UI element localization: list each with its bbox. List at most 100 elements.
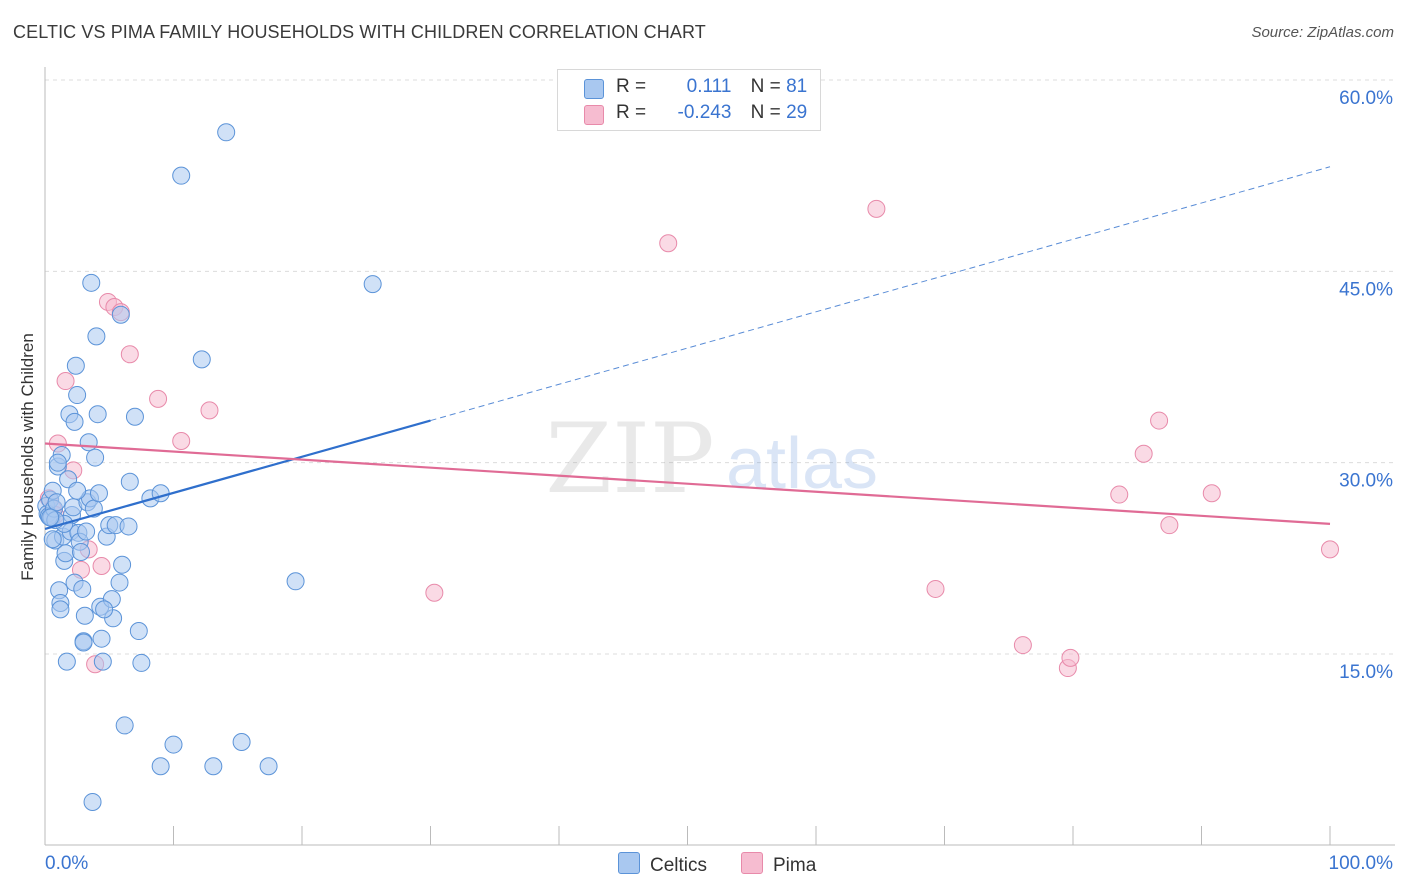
- celtics-point: [120, 472, 139, 491]
- pima-point: [1202, 484, 1221, 503]
- correlation-legend: R = 0.111 N = 81 R = -0.243 N = 29: [557, 69, 821, 131]
- x-tick-label-max: 100.0%: [1329, 853, 1394, 874]
- celtics-point: [129, 622, 148, 641]
- celtics-point: [88, 405, 107, 424]
- celtics-point: [74, 633, 93, 652]
- celtics-point: [75, 606, 94, 625]
- bottom-legend-celtics[interactable]: Celtics: [618, 852, 707, 877]
- celtics-point: [204, 757, 223, 776]
- pima-legend-label: Pima: [773, 855, 817, 876]
- y-tick-label: 15.0%: [1339, 662, 1393, 683]
- celtics-point: [286, 572, 305, 591]
- celtics-point: [192, 350, 211, 369]
- celtics-trend-line: [44, 419, 431, 531]
- celtics-point: [151, 757, 170, 776]
- trend-lines: [44, 166, 1331, 531]
- celtics-series: [37, 123, 382, 811]
- bottom-legend-pima[interactable]: Pima: [741, 852, 816, 877]
- celtics-point: [41, 508, 60, 527]
- celtics-legend-label: Celtics: [650, 855, 708, 876]
- celtics-point: [110, 573, 129, 592]
- pima-point: [1013, 636, 1032, 655]
- celtics-point: [77, 522, 96, 541]
- celtics-point: [363, 275, 382, 294]
- celtics-point: [93, 652, 112, 671]
- celtics-point: [43, 530, 62, 549]
- pima-point: [56, 372, 75, 391]
- pima-point: [425, 583, 444, 602]
- celtics-legend-swatch: [618, 852, 640, 874]
- watermark: ZIP atlas: [545, 403, 878, 515]
- watermark-atlas: atlas: [726, 424, 878, 504]
- celtics-point: [57, 652, 76, 671]
- celtics-point: [87, 327, 106, 346]
- y-tick-label: 30.0%: [1339, 471, 1393, 492]
- celtics-point: [83, 792, 102, 811]
- celtics-point: [79, 433, 98, 452]
- pima-r-value: -0.243: [677, 102, 732, 123]
- celtics-point: [132, 653, 151, 672]
- celtics-point: [119, 517, 138, 536]
- axes: [44, 67, 1395, 846]
- source-credit: Source: ZipAtlas.com: [1251, 24, 1394, 41]
- celtics-r-label: R =: [616, 76, 647, 97]
- celtics-point: [217, 123, 236, 142]
- y-tick-label: 45.0%: [1339, 279, 1393, 300]
- watermark-zip: ZIP: [545, 403, 714, 515]
- pima-point: [1110, 485, 1129, 504]
- pima-point: [149, 389, 168, 408]
- celtics-point: [82, 273, 101, 292]
- celtics-point: [51, 600, 70, 619]
- celtics-point: [68, 386, 87, 405]
- celtics-point: [232, 733, 251, 752]
- celtics-point: [71, 542, 90, 561]
- celtics-trend-extension: [430, 166, 1331, 422]
- x-tick-label-min: 0.0%: [45, 853, 88, 874]
- celtics-point: [95, 600, 114, 619]
- pima-point: [172, 431, 191, 450]
- celtics-point: [47, 493, 66, 512]
- pima-point: [867, 199, 886, 218]
- pima-point: [1150, 411, 1169, 430]
- celtics-point: [66, 356, 85, 375]
- celtics-point: [65, 412, 84, 431]
- celtics-r-value: 0.111: [686, 76, 732, 97]
- pima-point: [120, 345, 139, 364]
- celtics-point: [86, 448, 105, 467]
- celtics-point: [48, 453, 67, 472]
- y-tick-label: 60.0%: [1339, 88, 1393, 109]
- pima-r-label: R =: [616, 102, 647, 123]
- pima-point: [659, 234, 678, 253]
- pima-point: [1061, 648, 1080, 667]
- pima-n-value: 29: [786, 102, 808, 123]
- celtics-n-label: N =: [750, 76, 781, 97]
- y-axis-label: Family Households with Children: [18, 333, 37, 581]
- pima-legend-swatch: [741, 852, 763, 874]
- celtics-point: [172, 166, 191, 185]
- celtics-point: [56, 544, 75, 563]
- celtics-point: [68, 481, 87, 500]
- pima-point: [1134, 444, 1153, 463]
- pima-trend-line: [44, 442, 1331, 525]
- pima-point: [926, 579, 945, 598]
- celtics-point: [125, 407, 144, 426]
- celtics-point: [111, 305, 130, 324]
- pima-point: [1160, 516, 1179, 535]
- celtics-point: [259, 757, 278, 776]
- chart-title: CELTIC VS PIMA FAMILY HOUSEHOLDS WITH CH…: [13, 22, 706, 42]
- gridlines: [45, 79, 1395, 655]
- pima-swatch: [584, 105, 604, 125]
- celtics-point: [115, 716, 134, 735]
- celtics-swatch: [584, 79, 604, 99]
- pima-n-label: N =: [750, 102, 781, 123]
- pima-point: [200, 401, 219, 420]
- pima-point: [1321, 540, 1339, 559]
- tick-labels: 15.0% 30.0% 45.0% 60.0% 0.0% 100.0%: [45, 88, 1393, 874]
- celtics-point: [113, 555, 132, 574]
- celtics-n-value: 81: [786, 76, 808, 97]
- celtics-point: [92, 629, 111, 648]
- celtics-point: [89, 484, 108, 503]
- pima-point: [92, 556, 111, 575]
- celtics-point: [73, 579, 92, 598]
